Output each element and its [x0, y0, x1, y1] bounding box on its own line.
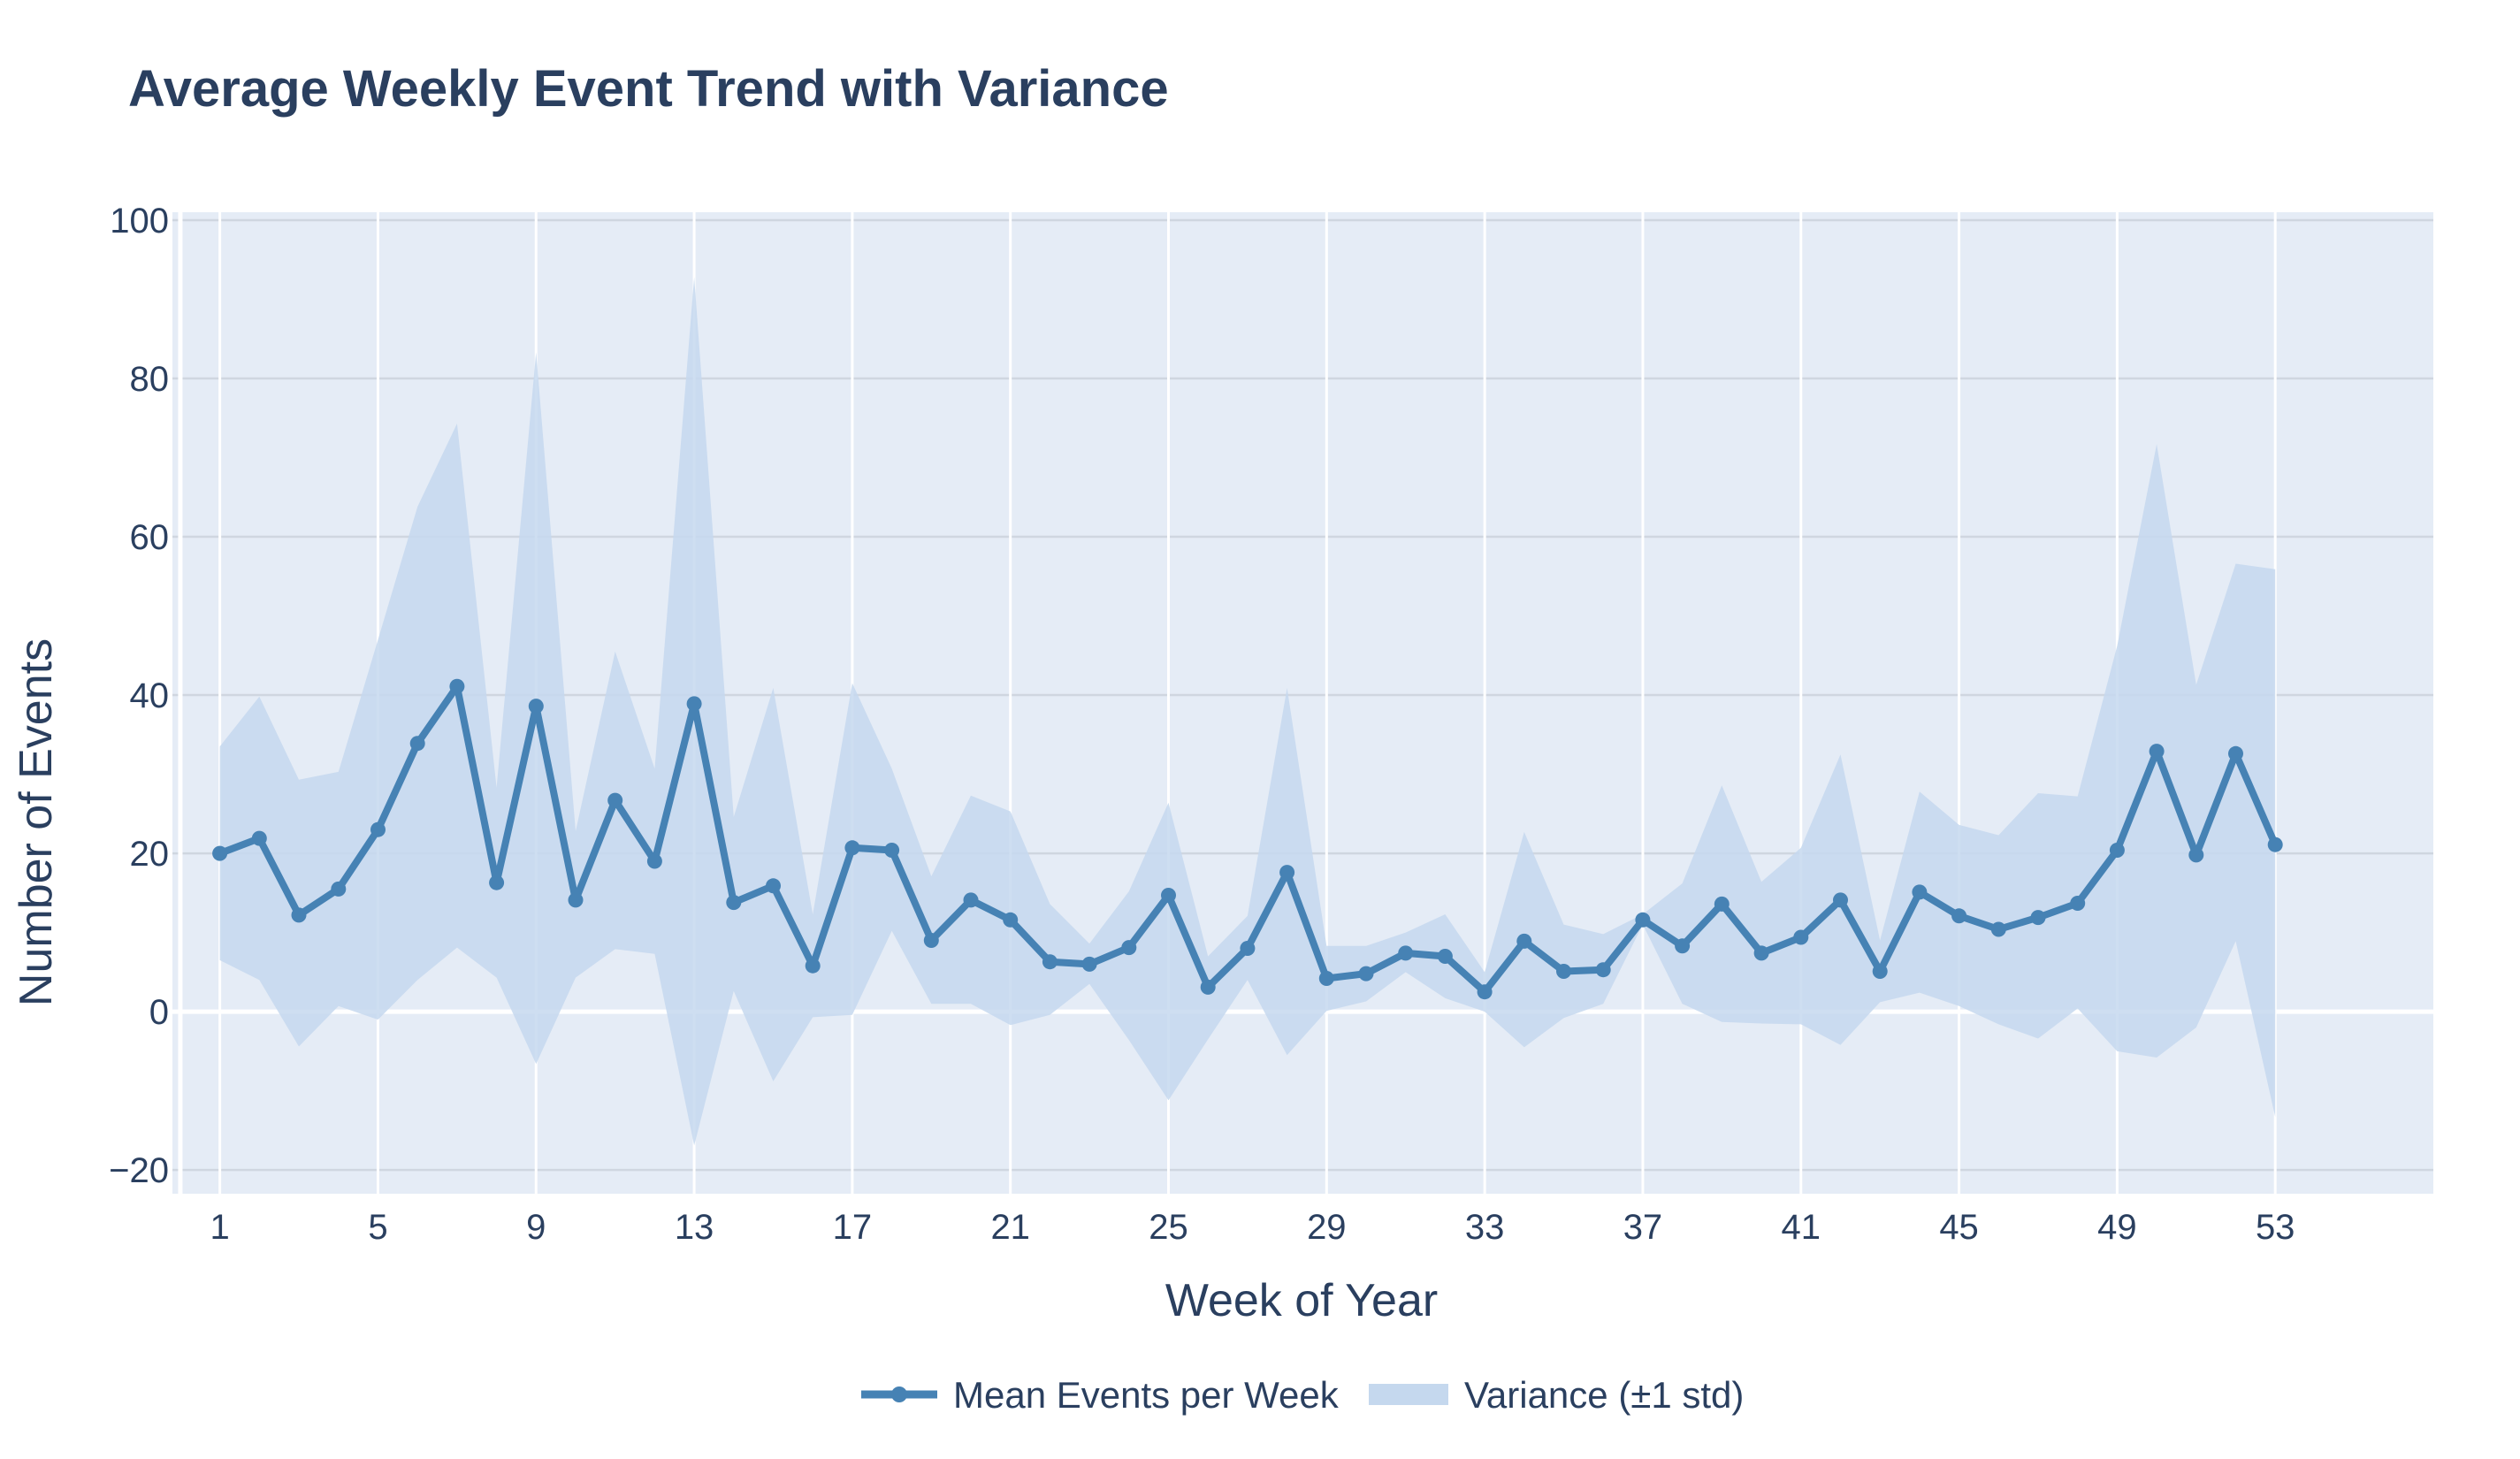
mean-point[interactable] — [1595, 962, 1611, 978]
variance-band — [219, 277, 2276, 1146]
mean-point[interactable] — [1358, 966, 1374, 982]
x-tick-label: 45 — [1939, 1208, 1979, 1247]
mean-point[interactable] — [1793, 929, 1809, 945]
mean-point[interactable] — [1635, 912, 1651, 928]
x-tick-label: 9 — [526, 1208, 546, 1247]
mean-point[interactable] — [1081, 956, 1097, 972]
y-tick-label: 40 — [130, 676, 170, 715]
mean-point[interactable] — [686, 696, 702, 712]
mean-point[interactable] — [646, 853, 662, 869]
x-tick-labels: 1 5 9 13 17 21 25 29 33 37 41 45 49 53 — [210, 1208, 2295, 1247]
mean-point[interactable] — [923, 933, 939, 948]
mean-point[interactable] — [1003, 912, 1019, 928]
chart-title: Average Weekly Event Trend with Variance — [128, 60, 1169, 118]
mean-point[interactable] — [212, 845, 228, 861]
x-tick-label: 41 — [1782, 1208, 1821, 1247]
mean-point[interactable] — [251, 830, 267, 846]
mean-point[interactable] — [607, 792, 623, 808]
legend-item-variance[interactable]: Variance (±1 std) — [1369, 1374, 1744, 1416]
x-tick-label: 53 — [2256, 1208, 2295, 1247]
mean-point[interactable] — [291, 907, 307, 923]
legend-label-variance: Variance (±1 std) — [1464, 1374, 1744, 1416]
mean-point[interactable] — [331, 881, 347, 897]
mean-point[interactable] — [2109, 843, 2125, 858]
mean-point[interactable] — [1437, 949, 1453, 964]
mean-point[interactable] — [370, 821, 386, 837]
mean-point[interactable] — [2030, 910, 2046, 926]
legend-marker-swatch — [891, 1386, 907, 1402]
mean-point[interactable] — [1161, 888, 1176, 903]
mean-point[interactable] — [2070, 896, 2086, 911]
y-tick-label: 20 — [130, 835, 170, 874]
mean-point[interactable] — [1556, 964, 1571, 979]
mean-point[interactable] — [1675, 938, 1691, 954]
mean-point[interactable] — [409, 736, 425, 752]
mean-point[interactable] — [2149, 744, 2165, 760]
y-tick-label: 100 — [110, 202, 169, 241]
y-tick-label: 60 — [130, 518, 170, 557]
mean-point[interactable] — [2228, 745, 2243, 761]
x-tick-label: 37 — [1623, 1208, 1663, 1247]
mean-point[interactable] — [489, 875, 505, 890]
y-tick-labels: −20 0 20 40 60 80 100 — [109, 202, 169, 1190]
mean-point[interactable] — [1477, 984, 1493, 1000]
x-tick-label: 21 — [990, 1208, 1030, 1247]
mean-point[interactable] — [844, 840, 860, 856]
legend-band-swatch — [1369, 1384, 1448, 1405]
mean-point[interactable] — [1240, 941, 1256, 956]
mean-point[interactable] — [1912, 884, 1928, 900]
mean-point[interactable] — [805, 958, 821, 974]
mean-point[interactable] — [726, 895, 742, 911]
x-tick-label: 17 — [833, 1208, 873, 1247]
mean-point[interactable] — [766, 878, 781, 894]
x-tick-label: 1 — [210, 1208, 230, 1247]
x-tick-label: 29 — [1307, 1208, 1347, 1247]
legend-label-mean: Mean Events per Week — [953, 1374, 1340, 1416]
mean-point[interactable] — [1318, 971, 1334, 986]
y-tick-label: 0 — [149, 993, 169, 1032]
y-tick-label: −20 — [109, 1151, 169, 1190]
mean-point[interactable] — [1753, 945, 1769, 961]
legend[interactable]: Mean Events per Week Variance (±1 std) — [861, 1374, 1744, 1416]
y-axis-title: Number of Events — [11, 638, 62, 1006]
x-tick-label: 5 — [368, 1208, 387, 1247]
mean-point[interactable] — [1951, 908, 1967, 924]
mean-point[interactable] — [449, 678, 465, 694]
mean-point[interactable] — [1398, 945, 1414, 961]
mean-point[interactable] — [963, 892, 979, 908]
mean-point[interactable] — [1714, 896, 1730, 912]
mean-point[interactable] — [1990, 921, 2006, 937]
mean-point[interactable] — [2188, 847, 2204, 863]
y-tick-label: 80 — [130, 360, 170, 399]
mean-point[interactable] — [1279, 865, 1295, 881]
mean-point[interactable] — [1516, 933, 1532, 949]
mean-point[interactable] — [884, 843, 900, 858]
mean-point[interactable] — [1042, 954, 1058, 970]
mean-line-layer — [212, 678, 2283, 1000]
mean-point[interactable] — [568, 892, 584, 908]
mean-point[interactable] — [1121, 940, 1137, 956]
x-tick-label: 25 — [1149, 1208, 1188, 1247]
x-tick-label: 49 — [2097, 1208, 2137, 1247]
x-axis-title: Week of Year — [1165, 1275, 1438, 1326]
legend-item-mean[interactable]: Mean Events per Week — [861, 1374, 1340, 1416]
mean-point[interactable] — [2267, 836, 2283, 852]
mean-point[interactable] — [1200, 979, 1216, 995]
x-tick-label: 13 — [675, 1208, 714, 1247]
mean-point[interactable] — [1872, 964, 1888, 979]
variance-band-layer — [219, 277, 2276, 1146]
x-tick-label: 33 — [1465, 1208, 1505, 1247]
mean-point[interactable] — [528, 699, 544, 714]
mean-point[interactable] — [1833, 892, 1848, 908]
